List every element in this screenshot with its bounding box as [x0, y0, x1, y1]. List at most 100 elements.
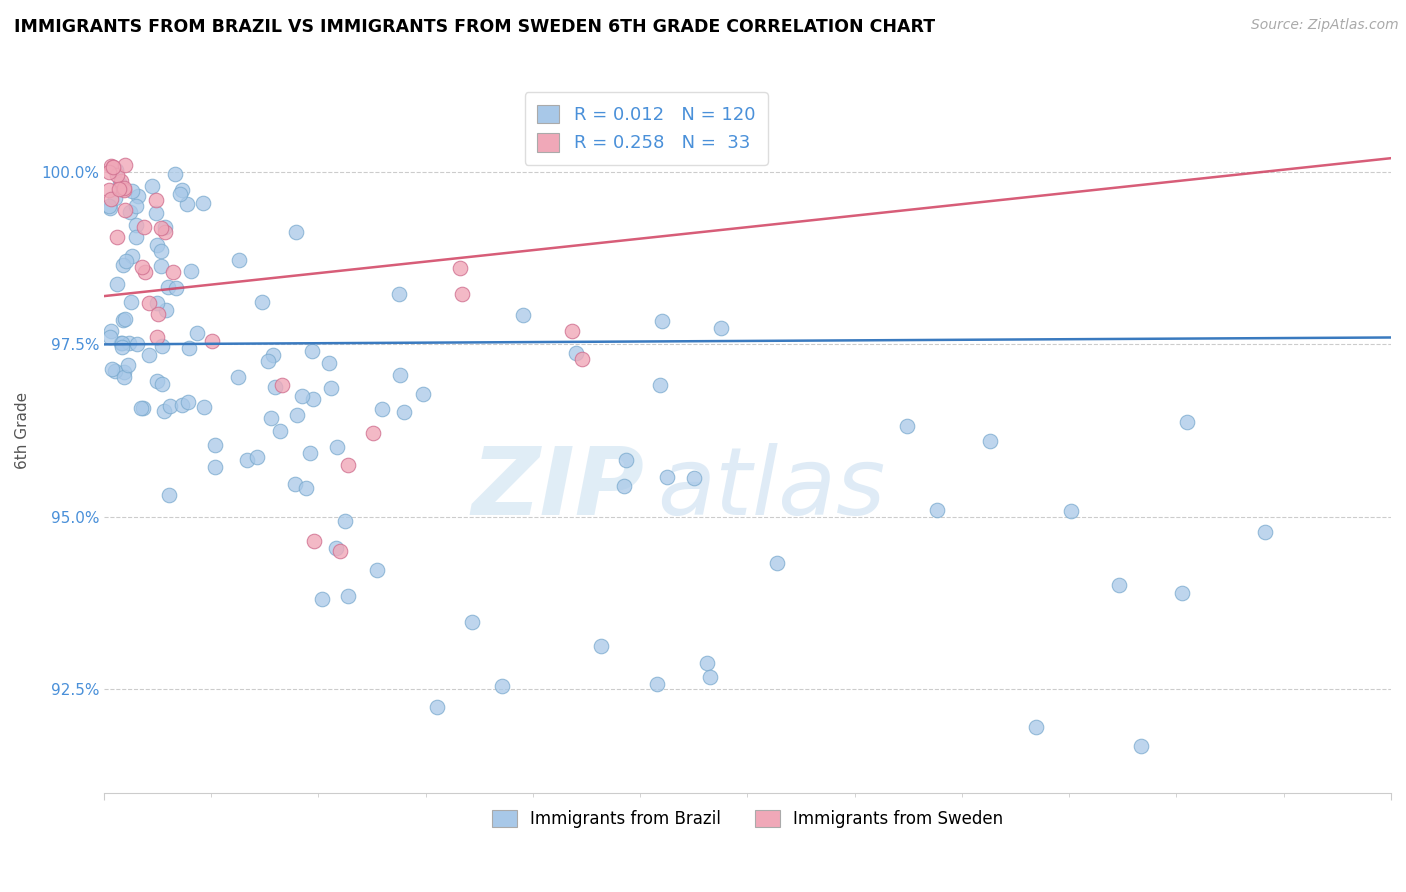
Y-axis label: 6th Grade: 6th Grade [15, 392, 30, 469]
Point [132, 401, 155, 415]
Point [97, 183, 120, 197]
Point [153, 404, 176, 418]
Point [177, 341, 200, 355]
Point [163, 167, 186, 181]
Point [186, 326, 208, 341]
Point [146, 374, 169, 388]
Point [246, 450, 269, 464]
Point [107, 182, 129, 196]
Point [162, 265, 184, 279]
Point [112, 313, 135, 327]
Point [449, 261, 471, 276]
Point [193, 400, 215, 414]
Point [236, 453, 259, 467]
Point [333, 514, 356, 528]
Point [148, 307, 170, 321]
Point [104, 364, 127, 378]
Point [146, 295, 169, 310]
Point [114, 202, 136, 217]
Point [614, 453, 637, 467]
Point [121, 249, 143, 263]
Point [699, 670, 721, 684]
Point [112, 183, 135, 197]
Text: ZIP: ZIP [471, 442, 644, 534]
Point [110, 335, 132, 350]
Point [204, 460, 226, 475]
Point [1177, 415, 1199, 429]
Point [112, 181, 135, 195]
Point [491, 679, 513, 693]
Point [149, 220, 172, 235]
Point [302, 534, 325, 549]
Text: Source: ZipAtlas.com: Source: ZipAtlas.com [1251, 18, 1399, 32]
Point [121, 185, 143, 199]
Point [124, 199, 146, 213]
Point [155, 303, 177, 318]
Point [98, 199, 121, 213]
Point [657, 470, 679, 484]
Point [145, 193, 167, 207]
Point [101, 362, 124, 376]
Point [114, 365, 136, 379]
Point [565, 346, 588, 360]
Point [321, 381, 343, 395]
Point [226, 369, 249, 384]
Point [112, 258, 135, 272]
Point [201, 334, 224, 348]
Point [114, 158, 136, 172]
Point [336, 458, 359, 472]
Point [146, 238, 169, 252]
Point [101, 160, 124, 174]
Point [138, 348, 160, 362]
Point [114, 311, 136, 326]
Point [117, 358, 139, 372]
Point [284, 476, 307, 491]
Point [157, 488, 180, 502]
Point [165, 281, 187, 295]
Point [696, 656, 718, 670]
Point [299, 446, 322, 460]
Point [925, 503, 948, 517]
Point [1108, 578, 1130, 592]
Point [105, 163, 128, 178]
Point [291, 389, 314, 403]
Point [98, 329, 121, 343]
Point [105, 277, 128, 292]
Point [228, 252, 250, 267]
Point [426, 700, 449, 714]
Point [361, 425, 384, 440]
Point [125, 229, 148, 244]
Point [97, 165, 120, 179]
Point [766, 556, 789, 570]
Point [176, 197, 198, 211]
Point [141, 179, 163, 194]
Point [111, 335, 134, 350]
Point [683, 471, 706, 485]
Point [295, 481, 318, 495]
Point [1129, 739, 1152, 753]
Point [120, 294, 142, 309]
Point [105, 229, 128, 244]
Point [285, 408, 308, 422]
Point [263, 380, 285, 394]
Point [150, 244, 173, 258]
Point [204, 437, 226, 451]
Point [101, 160, 124, 174]
Point [115, 254, 138, 268]
Point [110, 173, 132, 187]
Point [311, 591, 333, 606]
Point [100, 192, 122, 206]
Point [512, 308, 534, 322]
Point [159, 399, 181, 413]
Point [169, 186, 191, 201]
Point [118, 335, 141, 350]
Point [591, 639, 613, 653]
Point [301, 343, 323, 358]
Point [613, 478, 636, 492]
Text: atlas: atlas [658, 443, 886, 534]
Point [177, 395, 200, 409]
Point [153, 220, 176, 235]
Point [134, 265, 156, 279]
Point [412, 387, 434, 401]
Point [112, 370, 135, 384]
